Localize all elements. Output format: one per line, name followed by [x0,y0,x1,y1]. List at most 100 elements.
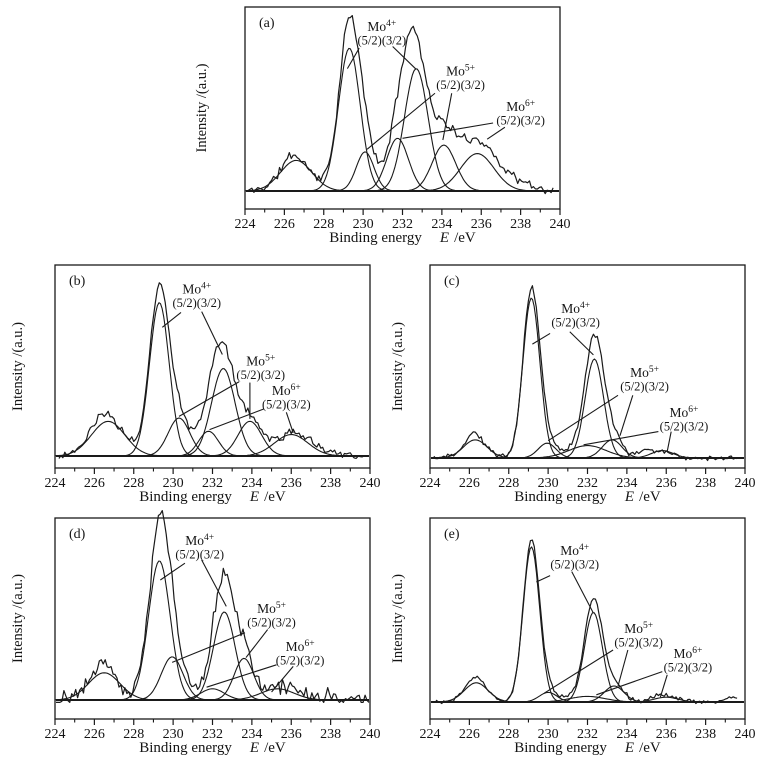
peak-annotation-orbitals: (5/2)(3/2) [496,114,545,128]
x-tick-label: 236 [281,727,302,742]
x-tick-label: 224 [235,217,256,232]
panel-label: (a) [259,16,275,31]
annotation-pointer-line [206,664,277,688]
fitted-peak-curve [135,656,208,701]
element-symbol: Mo [246,353,265,368]
x-tick-label: 224 [420,476,441,491]
x-tick-label: 234 [241,727,262,742]
panel-label: (c) [444,274,460,289]
fitted-peak-curve [578,439,645,459]
annotation-pointer-line [583,431,659,446]
oxidation-state-superscript: 6+ [525,99,535,109]
peak-annotation-orbitals: (5/2)(3/2) [550,557,599,571]
annotation-pointer-line [245,629,269,658]
fitted-peak-curve [187,611,260,701]
fitted-peak-curve [435,439,516,459]
peak-annotation-orbitals: (5/2)(3/2) [358,34,407,48]
oxidation-state-superscript: 4+ [580,301,590,311]
x-axis-label-unit: /eV [639,489,661,505]
x-axis-label: Binding energy E/eV [139,740,286,756]
panel-b: 224 226 228 230 232 234 236 238 240Mo4+(5/2)(3/2… [10,264,381,505]
y-axis-label: Intensity /(a.u.) [390,322,406,411]
peak-annotation-species: Mo4+ [185,533,214,548]
x-tick-label: 236 [281,476,302,491]
x-axis-label-symbol: E [624,740,634,756]
x-tick-label: 234 [616,727,637,742]
oxidation-state-superscript: 5+ [649,365,659,375]
peak-annotation-orbitals: (5/2)(3/2) [236,368,285,382]
x-axis-label: Binding energy E/eV [514,489,661,505]
annotation-pointer-line [536,575,551,583]
peak-annotation-orbitals: (5/2)(3/2) [551,315,600,329]
oxidation-state-superscript: 6+ [291,383,301,393]
element-symbol: Mo [561,301,580,316]
oxidation-state-superscript: 4+ [204,533,214,543]
fitted-peak-curve [580,685,647,703]
x-axis-label-text: Binding energy [139,740,232,756]
peak-annotation-species: Mo4+ [560,543,589,558]
x-tick-label: 236 [656,476,677,491]
element-symbol: Mo [367,19,386,34]
annotation-pointer-line [171,632,246,663]
annotation-pointer-line [547,394,619,442]
annotation-pointer-line [532,332,551,345]
fitted-peak-curve [403,144,485,192]
peak-annotation-orbitals: (5/2)(3/2) [664,661,713,675]
peak-annotation-species: Mo6+ [272,383,301,398]
experimental-curve [247,15,554,195]
x-tick-label: 224 [45,727,66,742]
x-tick-label: 236 [471,217,492,232]
x-tick-label: 238 [510,217,531,232]
fitted-peak-curve [183,368,264,457]
x-tick-label: 230 [163,727,184,742]
annotation-pointer-line [161,312,182,328]
fitted-peak-curve [334,151,395,192]
x-tick-label: 234 [241,476,262,491]
annotation-pointer-line [402,122,494,139]
panel-label: (e) [444,527,460,542]
fitted-peak-curve [209,420,291,457]
experimental-curve [56,510,370,703]
annotation-pointer-line [619,395,634,436]
panel-a: 224 226 228 230 232 234 236 238 240Mo4+(5/2)(3/2… [194,6,571,246]
annotation-pointer-line [178,381,240,417]
oxidation-state-superscript: 6+ [688,405,698,415]
panel-e: 224 226 228 230 232 234 236 238 240Mo4+(5/2)(3/2… [390,517,756,756]
x-tick-label: 232 [392,217,413,232]
peak-annotation-orbitals: (5/2)(3/2) [262,397,311,411]
x-tick-label: 240 [735,727,756,742]
oxidation-state-superscript: 5+ [265,353,275,363]
x-axis-label-symbol: E [624,489,634,505]
annotation-pointer-line [392,46,417,70]
panel-d: 224 226 228 230 232 234 236 238 240Mo4+(5/2)(3/2… [10,510,381,756]
fitted-peak-curve [562,612,625,703]
x-axis-label-unit: /eV [639,740,661,756]
x-axis-label-text: Binding energy [514,489,607,505]
fitted-peak-curve [142,417,215,457]
peak-annotation-species: Mo5+ [257,601,286,616]
annotation-pointer-line [201,311,223,355]
x-tick-label: 236 [656,727,677,742]
x-tick-label: 232 [202,476,223,491]
peak-annotation-orbitals: (5/2)(3/2) [436,78,485,92]
annotation-pointer-line [596,671,663,696]
x-tick-label: 234 [431,217,452,232]
x-tick-label: 228 [313,217,334,232]
x-tick-label: 226 [459,727,480,742]
oxidation-state-superscript: 5+ [276,601,286,611]
peak-annotation-species: Mo5+ [624,621,653,636]
fitted-peak-curve [122,560,196,701]
peak-annotation-orbitals: (5/2)(3/2) [660,419,709,433]
x-tick-label: 238 [320,476,341,491]
x-tick-label: 240 [550,217,571,232]
peak-annotation-species: Mo4+ [182,281,211,296]
x-tick-label: 232 [577,727,598,742]
annotation-pointer-line [543,649,614,694]
peak-annotation-orbitals: (5/2)(3/2) [175,547,224,561]
x-tick-label: 232 [202,727,223,742]
x-tick-label: 226 [84,476,105,491]
y-axis-label: Intensity /(a.u.) [390,574,406,663]
peak-annotation-species: Mo4+ [561,301,590,316]
